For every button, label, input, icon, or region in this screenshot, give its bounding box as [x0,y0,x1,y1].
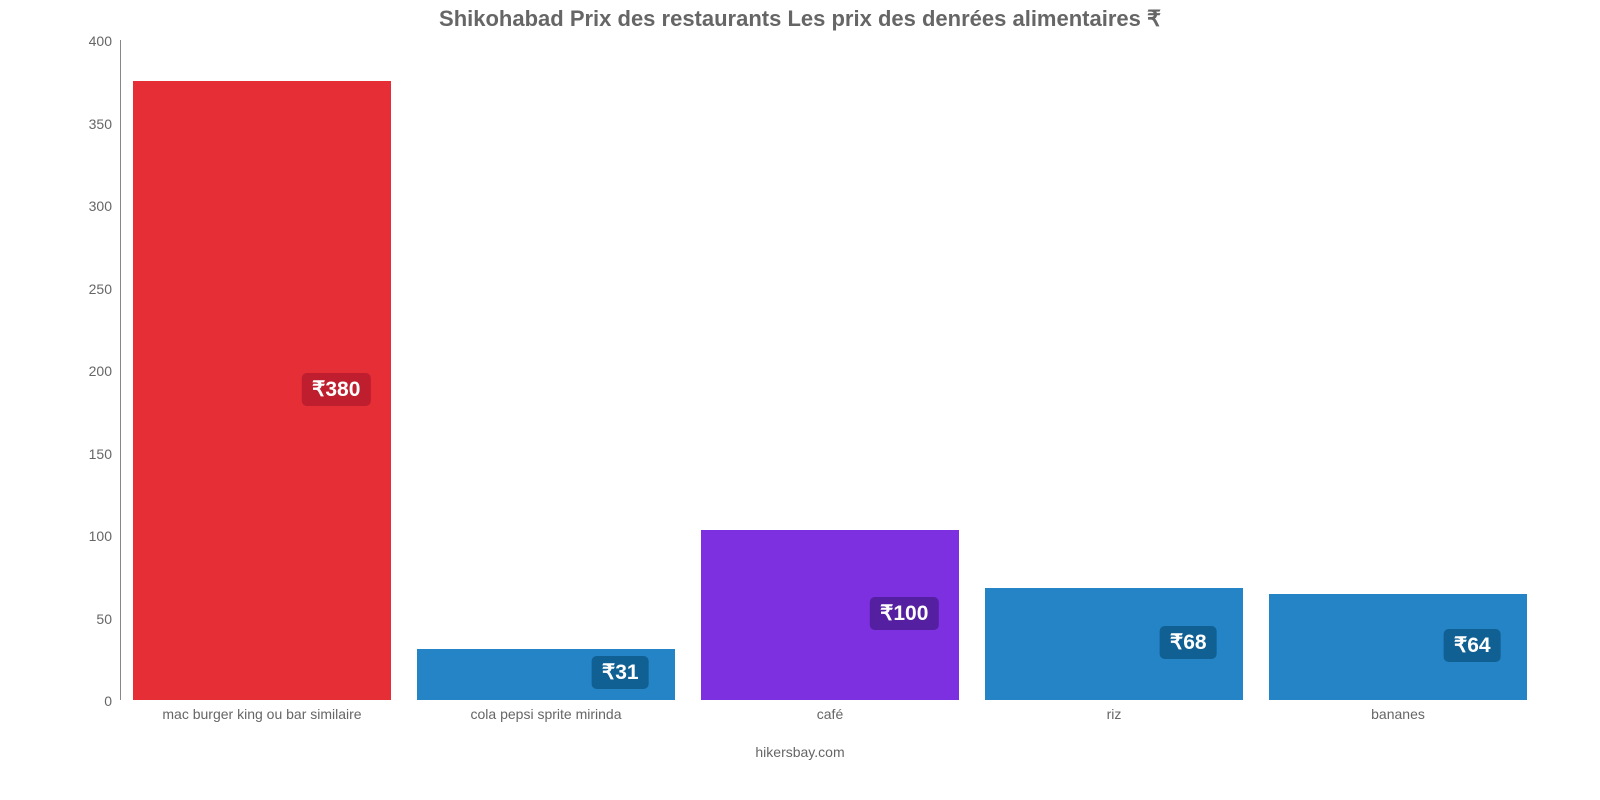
value-badge: ₹31 [592,656,649,689]
value-badge: ₹68 [1160,626,1217,659]
y-tick-label: 300 [62,198,112,214]
y-tick-label: 400 [62,33,112,49]
chart-title: Shikohabad Prix des restaurants Les prix… [439,6,1161,32]
y-tick-label: 0 [62,693,112,709]
value-badge: ₹64 [1444,629,1501,662]
y-axis-line [120,40,121,700]
value-badge: ₹100 [870,597,938,630]
plot-area: ₹380 ₹31 ₹100 ₹68 ₹64 [120,40,1540,700]
y-tick-label: 100 [62,528,112,544]
y-tick-label: 250 [62,281,112,297]
y-tick-label: 50 [62,611,112,627]
source-label: hikersbay.com [755,744,844,760]
x-tick-label: riz [972,706,1256,722]
chart-area: ₹380₹31₹100₹68₹64 0501001502002503003504… [50,40,1550,740]
x-tick-label: cola pepsi sprite mirinda [404,706,688,722]
x-tick-label: mac burger king ou bar similaire [120,706,404,722]
y-tick-label: 350 [62,116,112,132]
y-tick-label: 150 [62,446,112,462]
y-tick-label: 200 [62,363,112,379]
x-tick-label: café [688,706,972,722]
value-badge: ₹380 [302,373,370,406]
x-tick-label: bananes [1256,706,1540,722]
